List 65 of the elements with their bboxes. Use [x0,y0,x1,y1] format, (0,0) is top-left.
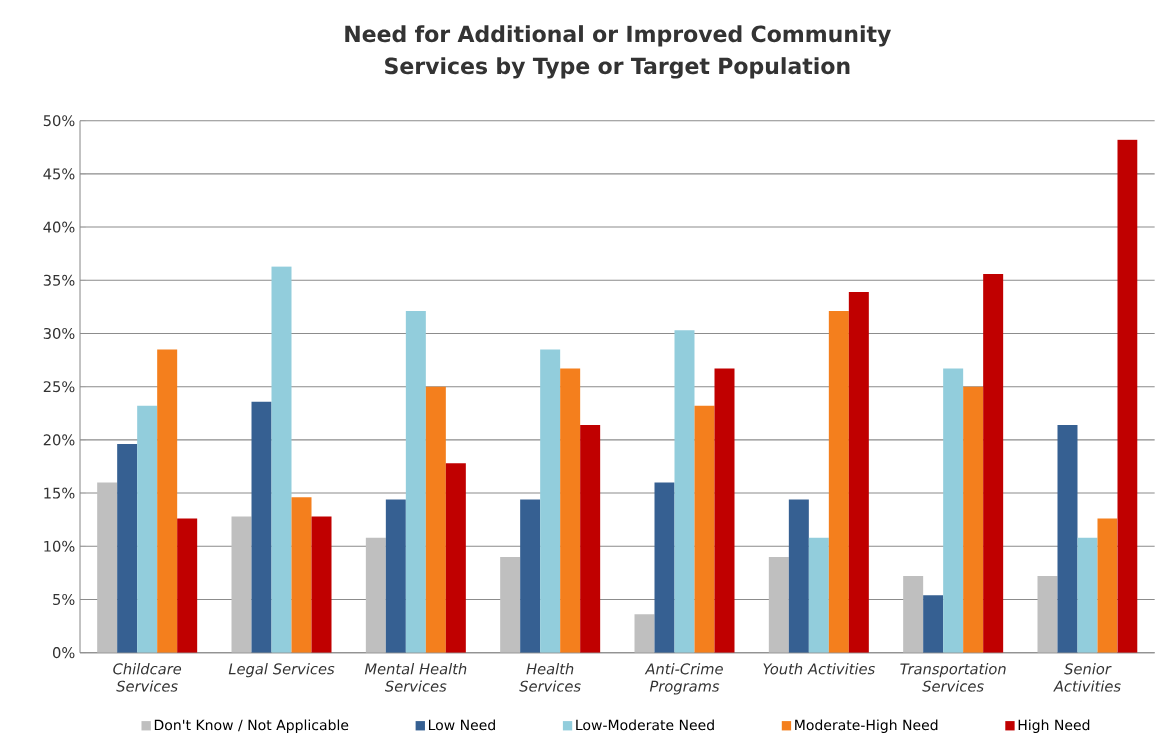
y-tick-label: 15% [44,487,75,499]
bar [654,482,675,653]
bar [768,557,789,653]
legend-label: Low-Moderate Need [576,719,714,731]
bar [425,386,446,653]
bar [137,405,158,653]
y-tick-label: 0% [52,647,75,659]
x-tick-label: Legal Services [228,663,335,678]
bar [291,497,312,653]
bar [674,330,695,653]
legend-label: Low Need [428,719,495,731]
bar [271,266,292,653]
y-tick-label: 40% [43,221,75,233]
bar [1097,518,1118,653]
bar [963,386,984,653]
x-tick-label: Senior Activities [1053,663,1121,692]
y-tick-label: 50% [43,115,75,127]
bar [1077,537,1098,653]
bar [365,537,386,653]
bar [520,499,541,653]
bar [157,349,178,653]
y-tick-label: 20% [43,434,75,446]
bar [311,516,332,653]
bar [828,311,849,653]
x-tick-label: Anti-Crime Programs [644,663,723,695]
bar [540,349,561,653]
bar [117,444,138,653]
bar [634,614,655,653]
bar [903,576,924,653]
bar [231,516,252,653]
bar [714,368,735,653]
x-tick-label: Childcare Services [113,663,182,692]
y-tick-label: 25% [43,381,75,393]
y-tick-label: 5% [53,594,75,606]
x-tick-label: Mental Health Services [364,663,467,692]
bar [694,405,715,653]
legend-label: High Need [1018,719,1090,734]
bar [560,368,581,653]
bar [983,274,1004,653]
bar [788,499,809,653]
bar [580,425,601,653]
bar [848,292,869,653]
bar [1037,576,1058,653]
bar [500,557,521,653]
bar [923,595,944,653]
y-tick-label: 35% [43,274,75,286]
bar [251,401,272,653]
y-tick-label: 45% [43,168,75,180]
y-tick-label: 30% [43,328,75,340]
bar [1057,425,1078,653]
y-tick-label: 10% [44,540,75,552]
bar [943,368,964,653]
x-tick-label: Youth Activities [763,663,875,675]
chart-title: Need for Additional or Improved Community Services by Type or Target Population [345,25,892,79]
x-tick-label: Health Services [519,663,581,692]
bar [1117,139,1138,653]
x-tick-label: Transportation Services [900,663,1006,692]
bar [177,518,198,653]
bar [445,463,466,653]
bar [808,537,829,653]
bar [385,499,406,653]
legend-label: Don't Know / Not Applicable [154,719,349,734]
bar [405,311,426,653]
legend-label: Moderate-High Need [795,719,938,734]
bar [97,482,118,653]
